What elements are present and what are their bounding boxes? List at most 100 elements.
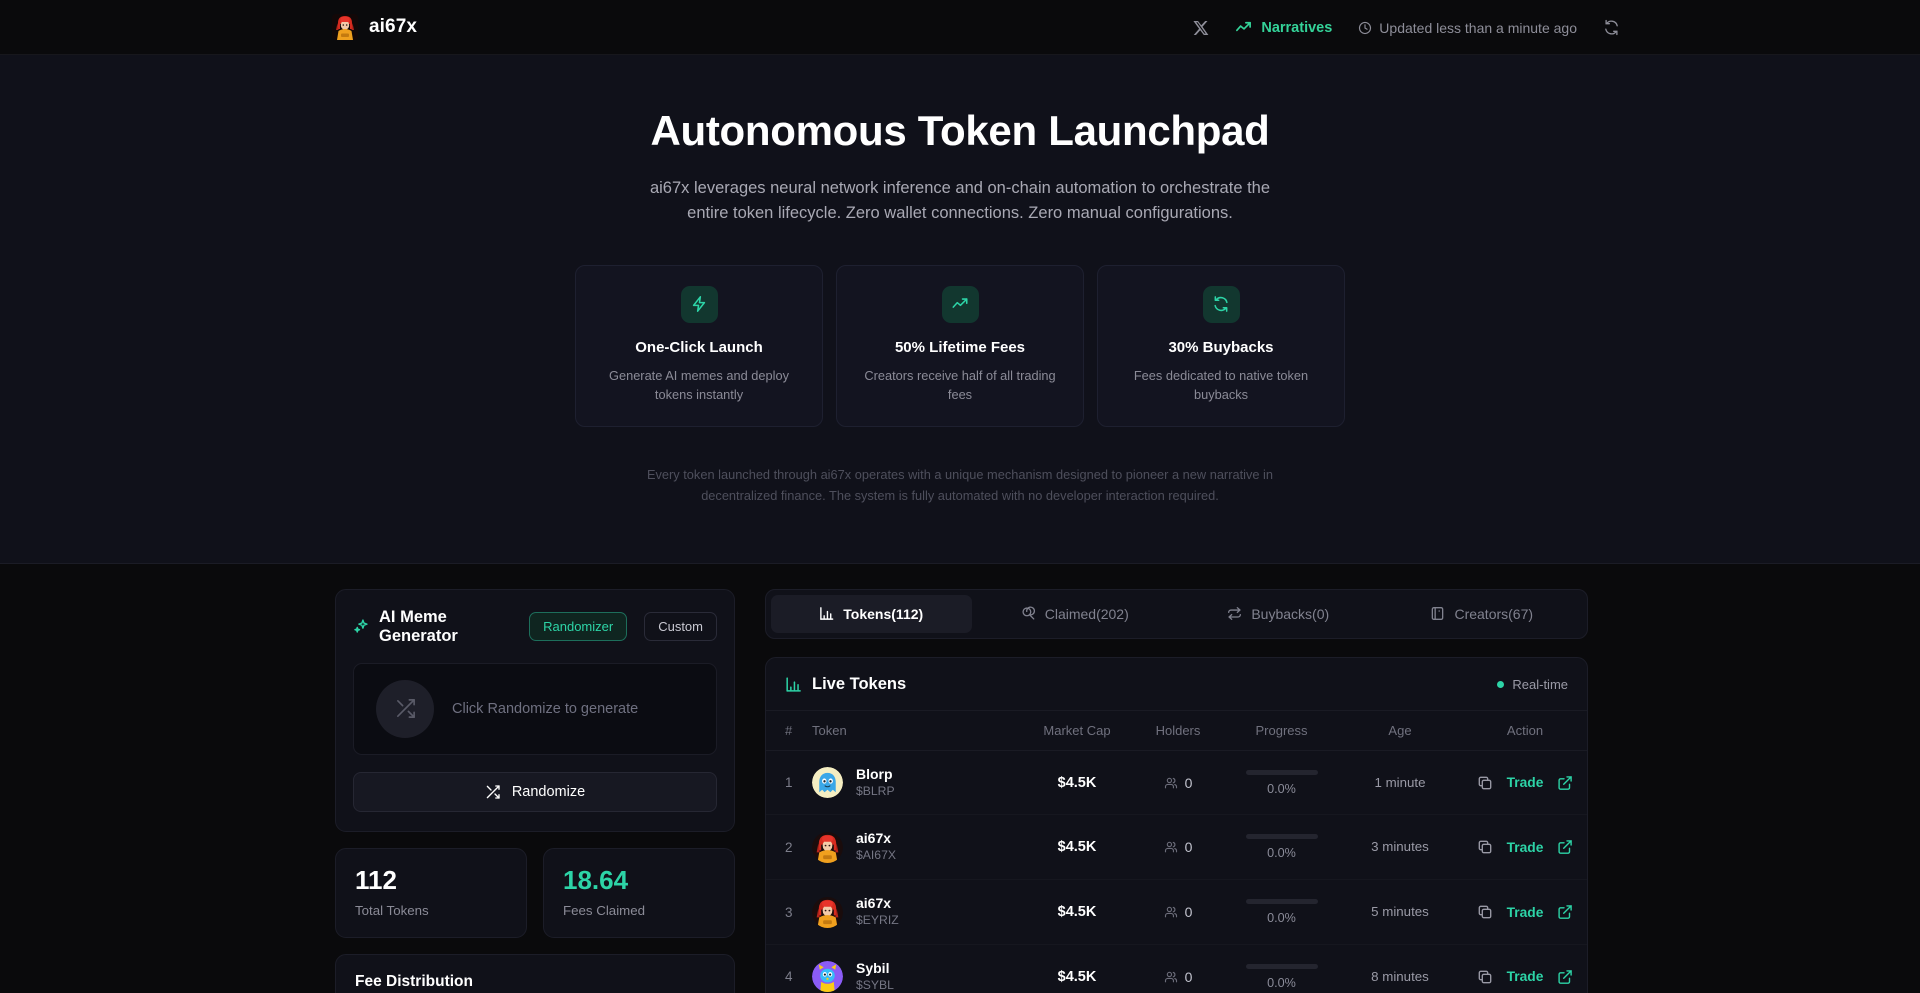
users-icon bbox=[1164, 905, 1178, 919]
narratives-link[interactable]: Narratives bbox=[1235, 19, 1332, 36]
feature-desc: Creators receive half of all trading fee… bbox=[864, 367, 1056, 403]
stat-total-tokens: 112 Total Tokens bbox=[335, 847, 527, 938]
server-icon bbox=[1430, 606, 1445, 621]
tab-tokens[interactable]: Tokens(112) bbox=[771, 594, 972, 633]
copy-icon[interactable] bbox=[1477, 839, 1493, 855]
token-symbol: $BLRP bbox=[856, 783, 895, 798]
external-link-icon[interactable] bbox=[1557, 839, 1573, 855]
market-cap-value: $4.5K bbox=[1057, 968, 1097, 985]
feature-card-lifetime-fees: 50% Lifetime Fees Creators receive half … bbox=[836, 264, 1084, 428]
table-row[interactable]: 3 ai67x $EYRIZ $4.5K 0 0.0% 5 minutes Trade bbox=[766, 879, 1587, 945]
copy-icon[interactable] bbox=[1477, 969, 1493, 985]
tab-label: Tokens(112) bbox=[843, 605, 924, 622]
users-icon bbox=[1164, 776, 1178, 790]
panel-title: Live Tokens bbox=[812, 674, 907, 693]
trade-button[interactable]: Trade bbox=[1506, 904, 1544, 920]
column-header-action: Action bbox=[1461, 710, 1587, 751]
token-name: Sybil bbox=[856, 959, 890, 976]
meme-generator-panel: AI Meme Generator Randomizer Custom Clic… bbox=[335, 588, 735, 832]
stat-label: Total Tokens bbox=[355, 902, 429, 918]
token-cell[interactable]: ai67x $AI67X bbox=[812, 830, 1022, 864]
age-value: 3 minutes bbox=[1371, 839, 1429, 855]
column-header-market-cap: Market Cap bbox=[1022, 710, 1132, 751]
randomize-button[interactable]: Randomize bbox=[353, 771, 717, 812]
trade-button[interactable]: Trade bbox=[1506, 969, 1544, 985]
tab-claimed[interactable]: Claimed(202) bbox=[975, 595, 1176, 633]
trade-button[interactable]: Trade bbox=[1506, 775, 1544, 791]
token-avatar-blorp-icon bbox=[812, 767, 843, 799]
hero-section: Autonomous Token Launchpad ai67x leverag… bbox=[0, 55, 1920, 564]
feature-card-one-click-launch: One-Click Launch Generate AI memes and d… bbox=[575, 264, 823, 428]
tab-creators[interactable]: Creators(67) bbox=[1382, 595, 1583, 633]
stat-label: Fees Claimed bbox=[563, 902, 646, 918]
narratives-label: Narratives bbox=[1261, 19, 1333, 36]
external-link-icon[interactable] bbox=[1557, 969, 1573, 985]
progress-bar bbox=[1245, 834, 1318, 840]
holders-value: 0 bbox=[1184, 904, 1193, 921]
progress-bar bbox=[1245, 769, 1318, 775]
table-row[interactable]: 1 Blorp $BLRP $4.5K 0 0.0% 1 minute Trade bbox=[766, 750, 1587, 816]
token-name: ai67x bbox=[856, 895, 892, 912]
brand-name: ai67x bbox=[369, 16, 418, 37]
token-cell[interactable]: ai67x $EYRIZ bbox=[812, 895, 1022, 929]
market-cap-value: $4.5K bbox=[1057, 839, 1097, 856]
realtime-status: Real-time bbox=[1497, 677, 1568, 692]
trade-button[interactable]: Trade bbox=[1506, 839, 1544, 855]
mode-randomizer-button[interactable]: Randomizer bbox=[529, 612, 628, 642]
column-header-progress: Progress bbox=[1224, 710, 1339, 751]
feature-title: 30% Buybacks bbox=[1168, 338, 1274, 356]
coins-icon bbox=[1021, 606, 1036, 621]
column-header-token: Token bbox=[812, 710, 1022, 751]
panel-title-group: Live Tokens bbox=[785, 675, 906, 694]
tab-label: Buybacks(0) bbox=[1251, 605, 1330, 622]
content-tabs: Tokens(112) Claimed(202) bbox=[765, 588, 1588, 639]
external-link-icon[interactable] bbox=[1557, 904, 1573, 920]
mode-custom-button[interactable]: Custom bbox=[644, 612, 717, 642]
feature-desc: Generate AI memes and deploy tokens inst… bbox=[609, 367, 789, 403]
row-index: 2 bbox=[766, 814, 812, 881]
stat-value: 112 bbox=[355, 864, 397, 895]
action-cell: Trade bbox=[1461, 839, 1587, 855]
column-header-age: Age bbox=[1339, 710, 1461, 751]
tokens-table: # Token Market Cap Holders Progress Age … bbox=[766, 710, 1587, 993]
hero-note: Every token launched through ai67x opera… bbox=[646, 467, 1274, 503]
token-cell[interactable]: Blorp $BLRP bbox=[812, 766, 1022, 800]
feature-title: 50% Lifetime Fees bbox=[894, 338, 1026, 356]
row-index: 3 bbox=[766, 879, 812, 945]
token-symbol: $EYRIZ bbox=[856, 913, 899, 928]
table-row[interactable]: 4 Sybil $SYBL $4.5K 0 0.0% 8 minutes Trade bbox=[766, 944, 1587, 993]
feature-card-buybacks: 30% Buybacks Fees dedicated to native to… bbox=[1097, 264, 1345, 428]
progress-bar bbox=[1245, 899, 1318, 905]
brand-logo-group[interactable]: ai67x bbox=[332, 14, 417, 40]
feature-desc: Fees dedicated to native token buybacks bbox=[1133, 367, 1309, 403]
users-icon bbox=[1164, 970, 1178, 984]
copy-icon[interactable] bbox=[1477, 775, 1493, 791]
token-avatar-sybil-icon bbox=[812, 961, 843, 993]
status-dot-icon bbox=[1497, 680, 1505, 688]
token-cell[interactable]: Sybil $SYBL bbox=[812, 960, 1022, 993]
progress-value: 0.0% bbox=[1267, 781, 1296, 796]
trending-up-icon bbox=[1235, 19, 1252, 36]
tab-label: Claimed(202) bbox=[1044, 605, 1129, 622]
hero-subtitle: ai67x leverages neural network inference… bbox=[649, 179, 1271, 223]
copy-icon[interactable] bbox=[1477, 904, 1493, 920]
external-link-icon[interactable] bbox=[1557, 775, 1573, 791]
feature-cards: One-Click Launch Generate AI memes and d… bbox=[575, 264, 1345, 428]
row-index: 4 bbox=[766, 944, 812, 993]
tab-buybacks[interactable]: Buybacks(0) bbox=[1178, 595, 1379, 633]
refresh-icon[interactable] bbox=[1603, 19, 1620, 36]
token-symbol: $SYBL bbox=[856, 977, 894, 992]
feature-title: One-Click Launch bbox=[635, 338, 763, 356]
progress-cell: 0.0% bbox=[1224, 963, 1339, 990]
left-column: AI Meme Generator Randomizer Custom Clic… bbox=[335, 588, 735, 993]
randomize-button-label: Randomize bbox=[511, 783, 586, 800]
lightning-bolt-icon bbox=[680, 285, 718, 323]
progress-cell: 0.0% bbox=[1224, 834, 1339, 860]
progress-cell: 0.0% bbox=[1224, 769, 1339, 796]
table-row[interactable]: 2 ai67x $AI67X $4.5K 0 0.0% 3 minutes Trade bbox=[766, 814, 1587, 881]
action-cell: Trade bbox=[1461, 969, 1587, 985]
updated-status: Updated less than a minute ago bbox=[1358, 20, 1577, 36]
market-cap-value: $4.5K bbox=[1057, 904, 1097, 921]
x-twitter-icon[interactable] bbox=[1193, 20, 1209, 36]
page-title: Autonomous Token Launchpad bbox=[650, 107, 1270, 154]
